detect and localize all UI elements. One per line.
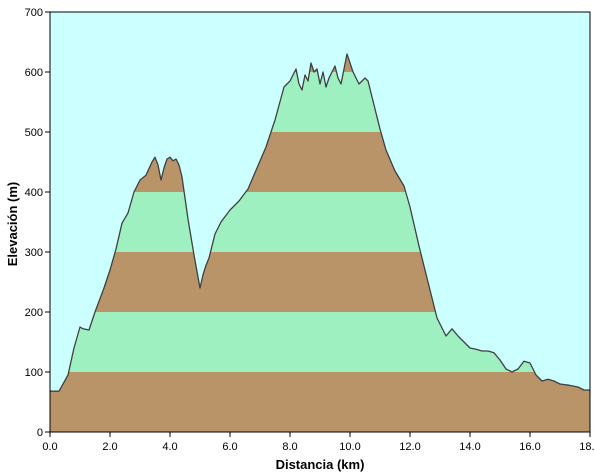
y-tick-label: 200: [25, 307, 43, 319]
x-axis: 0.0 2.0 4.0 6.0 8.0 10.0 12.0 14.0 16.0 18.0: [42, 432, 595, 453]
y-tick-label: 500: [25, 127, 43, 139]
x-tick-label: 8.0: [282, 441, 297, 453]
y-tick-label: 100: [25, 367, 43, 379]
y-tick-label: 400: [25, 187, 43, 199]
y-tick-label: 0: [37, 427, 43, 439]
x-tick-label: 0.0: [42, 441, 57, 453]
x-tick-label: 4.0: [162, 441, 177, 453]
x-tick-label: 12.0: [399, 441, 420, 453]
y-tick-label: 700: [25, 7, 43, 19]
x-tick-label: 16.0: [519, 441, 540, 453]
elevation-profile-line: [50, 53, 590, 392]
elevation-band: [50, 372, 590, 432]
x-tick-label: 10.0: [339, 441, 360, 453]
y-axis-title: Elevación (m): [5, 182, 20, 267]
y-axis: 0 100 200 300 400 500 600 700: [25, 7, 50, 439]
y-tick-label: 300: [25, 247, 43, 259]
x-tick-label: 6.0: [222, 441, 237, 453]
x-axis-title: Distancia (km): [276, 457, 365, 472]
plot-frame: [49, 11, 591, 433]
x-tick-label: 2.0: [102, 441, 117, 453]
x-tick-label: 14.0: [459, 441, 480, 453]
x-tick-label: 18.0: [579, 441, 595, 453]
y-tick-label: 600: [25, 67, 43, 79]
